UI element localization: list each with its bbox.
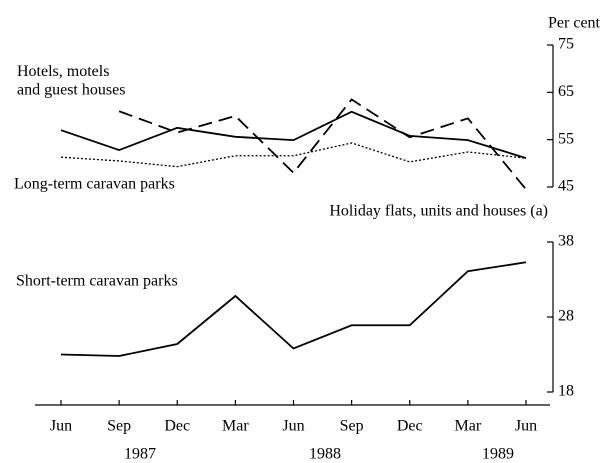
y-tick-label: 28 <box>558 308 574 325</box>
x-tick-label: Mar <box>222 418 249 435</box>
x-tick-label: Dec <box>397 418 423 435</box>
x-tick-label: Sep <box>107 418 131 435</box>
y-tick-label: 45 <box>558 178 574 195</box>
series-line <box>60 110 527 159</box>
x-tick-label: Dec <box>164 418 190 435</box>
x-tick-label: Mar <box>455 418 482 435</box>
series-line <box>60 142 527 168</box>
series-label: Short-term caravan parks <box>16 273 178 290</box>
y-tick-label: 55 <box>558 130 574 147</box>
y-tick-label: 75 <box>558 36 574 53</box>
y-tick-label: 18 <box>558 383 574 400</box>
series-label: Holiday flats, units and houses (a) <box>329 203 548 220</box>
x-tick-label: Sep <box>340 418 364 435</box>
y-axis-label: Per cent <box>548 15 601 32</box>
year-label: 1989 <box>482 446 514 463</box>
x-tick-label: Jun <box>50 418 72 435</box>
y-tick-label: 65 <box>558 83 574 100</box>
x-tick-label: Jun <box>515 418 537 435</box>
series-line <box>118 98 527 190</box>
year-label: 1987 <box>124 446 156 463</box>
series-label: Hotels, motels and guest houses <box>17 63 125 98</box>
series-label: Long-term caravan parks <box>14 176 175 193</box>
series-line <box>60 261 527 357</box>
year-label: 1988 <box>309 446 341 463</box>
x-tick-label: Jun <box>282 418 304 435</box>
y-tick-label: 38 <box>558 233 574 250</box>
